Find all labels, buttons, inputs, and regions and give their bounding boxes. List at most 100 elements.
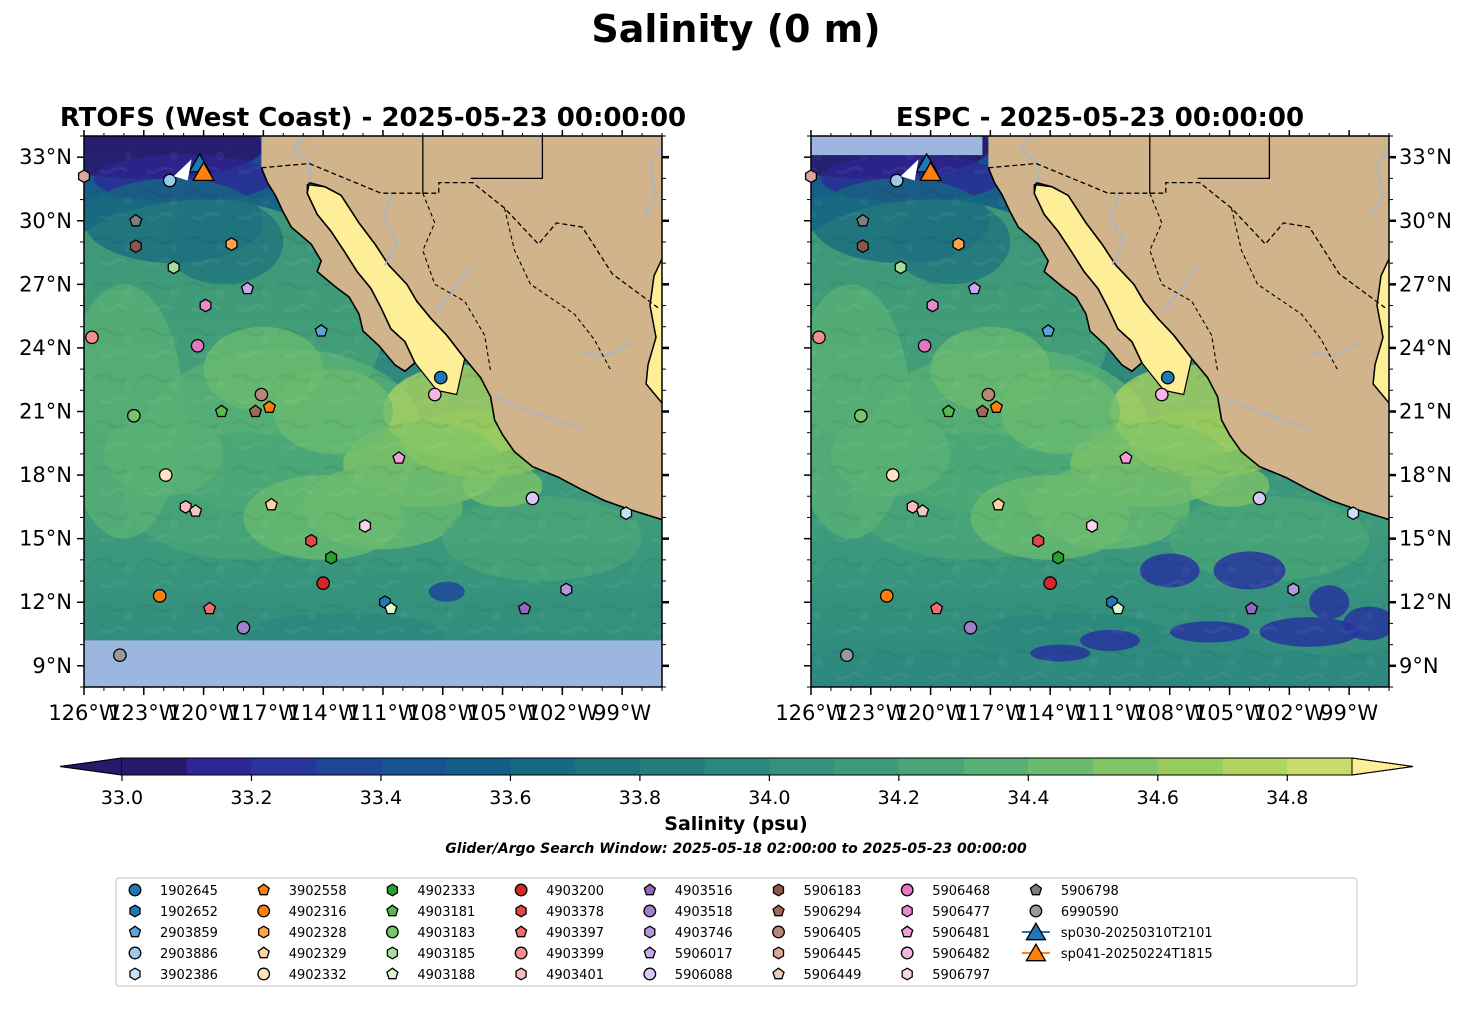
colorbar-segment xyxy=(898,758,965,775)
colorbar-segment xyxy=(963,758,1029,775)
legend-item-4902332: 4902332 xyxy=(257,967,347,983)
colorbar: 33.0 33.2 33.4 33.6 33.8 34.0 34.2 34.4 34.6 34.8 xyxy=(59,757,1414,809)
legend-label: 4902332 xyxy=(289,968,347,983)
colorbar-segment xyxy=(380,758,447,775)
float-marker-4903516 xyxy=(517,601,532,615)
float-marker-5906468 xyxy=(917,338,932,353)
float-marker-5906481 xyxy=(392,451,406,464)
colorbar-tick-label: 34.6 xyxy=(1137,787,1179,809)
float-marker-5906088 xyxy=(525,491,540,506)
legend-label: sp030-20250310T2101 xyxy=(1061,926,1213,941)
colorbar-tick-label: 34.0 xyxy=(748,787,790,809)
y-tick-label: 30°N xyxy=(1399,209,1452,233)
legend-item-4902333: 4902333 xyxy=(386,883,475,899)
x-tick-label: 105°W xyxy=(467,701,539,725)
legend-label: 5906798 xyxy=(1061,884,1119,899)
legend-item-4902329: 4902329 xyxy=(257,946,347,962)
float-marker-5906183 xyxy=(856,239,869,254)
colorbar-tick-label: 33.0 xyxy=(101,787,143,809)
colorbar-tick-label: 34.4 xyxy=(1007,787,1049,809)
float-marker-5906405 xyxy=(981,387,996,402)
x-tick-label: 111°W xyxy=(347,701,419,725)
legend-item-5906183: 5906183 xyxy=(772,883,861,899)
float-marker-4902332 xyxy=(158,468,173,482)
float-marker-1902645 xyxy=(433,370,448,385)
panel-title: ESPC - 2025-05-23 00:00:00 xyxy=(896,103,1304,133)
legend-item-5906797: 5906797 xyxy=(901,967,990,983)
float-marker-5906088 xyxy=(1252,491,1267,506)
legend-label: 4903746 xyxy=(675,926,733,941)
legend-label: 5906797 xyxy=(932,968,990,983)
legend-label: 4902333 xyxy=(417,884,475,899)
y-tick-label: 33°N xyxy=(1399,145,1452,169)
colorbar-segment xyxy=(1157,758,1224,775)
x-tick-label: 105°W xyxy=(1194,701,1266,725)
float-marker-4903183 xyxy=(126,408,141,423)
float-marker-4903401 xyxy=(906,499,919,514)
float-marker-4903746 xyxy=(1287,582,1300,597)
legend-item-1902652: 1902652 xyxy=(129,904,218,920)
legend-item-2903886: 2903886 xyxy=(128,946,218,962)
legend-label: 4902316 xyxy=(289,905,347,920)
colorbar-segment xyxy=(1028,758,1094,775)
float-marker-5906481 xyxy=(1119,451,1133,464)
y-tick-label: 27°N xyxy=(1399,272,1452,296)
legend-label: 5906445 xyxy=(804,947,862,962)
x-tick-label: 102°W xyxy=(1254,701,1326,725)
y-tick-label: 21°N xyxy=(19,400,72,424)
float-marker-2903886 xyxy=(162,173,177,188)
float-marker-4903185 xyxy=(894,260,907,275)
float-marker-6990590 xyxy=(840,648,854,663)
float-marker-3902558 xyxy=(262,400,277,413)
colorbar-tick-label: 33.8 xyxy=(619,787,661,809)
float-marker-4902328 xyxy=(952,237,965,252)
legend-label: 4903399 xyxy=(546,947,604,962)
legend-box xyxy=(115,877,1358,987)
float-marker-5906449 xyxy=(188,504,203,517)
legend-label: 5906477 xyxy=(932,905,990,920)
float-marker-4903518 xyxy=(236,620,251,635)
legend-label: 1902645 xyxy=(160,884,218,899)
float-marker-5906445 xyxy=(804,169,818,184)
legend-label: 4903200 xyxy=(546,884,604,899)
legend-item-sp041-20250224T1815: sp041-20250224T1815 xyxy=(1021,942,1213,962)
colorbar-segment xyxy=(1093,758,1159,775)
colorbar-segment xyxy=(704,758,770,775)
glider-marker-sp041-20250224T1815 xyxy=(919,161,943,182)
legend-label: 2903886 xyxy=(160,947,218,962)
legend-item-5906477: 5906477 xyxy=(901,904,990,920)
y-tick-label: 30°N xyxy=(19,209,72,233)
float-marker-4903516 xyxy=(1244,601,1259,615)
colorbar-tick-label: 33.2 xyxy=(230,787,272,809)
legend-item-5906294: 5906294 xyxy=(772,904,861,920)
colorbar-extend-low xyxy=(59,757,123,776)
legend-item-5906088: 5906088 xyxy=(643,967,733,983)
x-tick-label: 99°W xyxy=(593,701,651,725)
x-tick-label: 126°W xyxy=(48,701,120,725)
legend-item-1902645: 1902645 xyxy=(128,883,218,899)
legend: 1902645 1902652 2903859 2903886 3902386 39025… xyxy=(115,877,1358,987)
colorbar-tick-label: 34.8 xyxy=(1266,787,1308,809)
y-tick-label: 24°N xyxy=(19,336,72,360)
float-marker-4902332 xyxy=(885,468,900,482)
colorbar-tick-label: 33.6 xyxy=(489,787,531,809)
y-tick-label: 27°N xyxy=(19,272,72,296)
float-marker-5906477 xyxy=(926,298,939,313)
float-marker-4902328 xyxy=(225,237,238,252)
x-tick-label: 120°W xyxy=(168,701,240,725)
legend-label: 6990590 xyxy=(1061,905,1119,920)
y-tick-label: 12°N xyxy=(1399,590,1452,614)
float-marker-5906482 xyxy=(427,387,442,402)
float-marker-5906445 xyxy=(77,169,91,184)
legend-item-5906481: 5906481 xyxy=(900,925,990,941)
legend-label: 4903397 xyxy=(546,926,604,941)
colorbar-segment xyxy=(1287,758,1353,775)
float-marker-4903200 xyxy=(316,576,331,591)
legend-label: 3902386 xyxy=(160,968,218,983)
float-marker-4903185 xyxy=(167,260,180,275)
legend-item-3902558: 3902558 xyxy=(257,883,347,899)
legend-label: 1902652 xyxy=(160,905,218,920)
x-tick-label: 114°W xyxy=(287,701,359,725)
